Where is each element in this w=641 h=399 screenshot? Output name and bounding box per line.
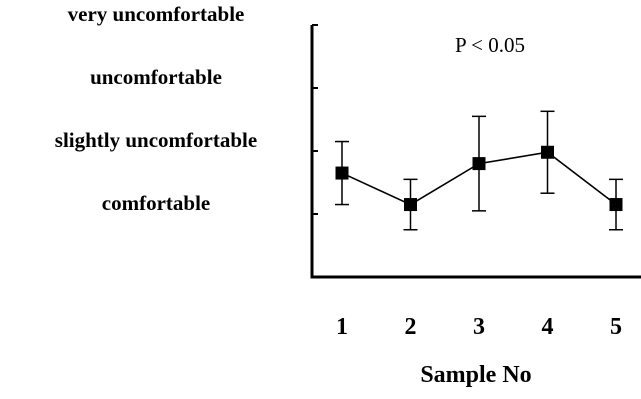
significance-annotation: P < 0.05 <box>455 33 525 57</box>
data-point <box>472 157 486 171</box>
x-axis-title: Sample No <box>420 362 531 388</box>
data-point <box>541 145 554 159</box>
x-tick-label: 2 <box>405 314 417 340</box>
data-point <box>404 198 417 212</box>
x-tick-labels: 1 2 3 4 5 <box>336 314 622 340</box>
x-tick-label: 3 <box>473 314 485 340</box>
y-tick-label: comfortable <box>102 191 210 215</box>
series <box>335 110 623 231</box>
y-tick-label: uncomfortable <box>90 65 222 89</box>
data-point <box>609 198 623 212</box>
y-tick-label: very uncomfortable <box>68 2 245 26</box>
data-point <box>335 166 349 180</box>
y-ticks <box>312 24 318 215</box>
x-tick-label: 5 <box>610 314 622 340</box>
y-tick-labels: comfortable slightly uncomfortable uncomfo… <box>55 2 257 215</box>
x-tick-label: 1 <box>336 314 348 340</box>
x-tick-label: 4 <box>542 314 554 340</box>
y-tick-label: slightly uncomfortable <box>55 128 257 152</box>
